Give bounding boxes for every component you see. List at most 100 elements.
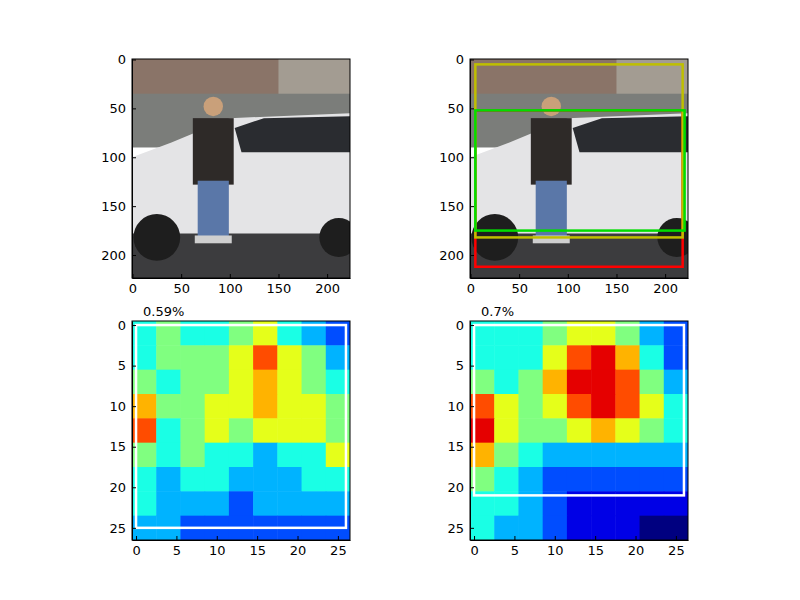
tick: 10 [209, 536, 226, 558]
heatmap-cell [640, 443, 665, 468]
photo-car-window [573, 116, 688, 152]
heatmap-cell [277, 491, 302, 516]
heatmap-cell [591, 394, 616, 419]
heatmap-cell [253, 394, 278, 419]
heatmap-cell [543, 345, 568, 370]
heatmap-cell [205, 491, 230, 516]
axes: 050100150200050100150200 [439, 52, 696, 296]
heatmap-cell [277, 443, 302, 468]
axis-line [133, 278, 351, 279]
axes-frame [132, 321, 350, 540]
heatmap-cell [567, 467, 592, 492]
heatmap-cells [132, 321, 350, 540]
tick-label: 10 [109, 399, 126, 414]
tick-label: 50 [109, 101, 126, 116]
axis-line [133, 540, 351, 541]
tick: 100 [556, 274, 581, 296]
tick-label: 25 [447, 520, 464, 535]
heatmap-cell [253, 418, 278, 443]
tick-mark [132, 255, 136, 256]
axes: 05101520250510152025 [447, 318, 688, 559]
heatmap-cell [567, 516, 592, 540]
tick-label: 100 [218, 281, 243, 296]
tick-label: 25 [668, 543, 685, 558]
heatmap-cell [205, 370, 230, 395]
heatmap-cell [229, 394, 254, 419]
heatmap-cell [180, 370, 205, 395]
tick: 200 [653, 274, 678, 296]
axes: 050100150200050100150200 [101, 52, 358, 296]
heatmap-cell [640, 345, 665, 370]
tick: 100 [101, 150, 136, 165]
axis-line [471, 540, 689, 541]
tick: 200 [315, 274, 340, 296]
heatmap-cell [518, 516, 543, 540]
heatmap-cell [567, 394, 592, 419]
heatmap-cell [494, 467, 519, 492]
heatmap-cell [253, 491, 278, 516]
heatmap-cell [543, 418, 568, 443]
heatmap-cell [205, 394, 230, 419]
photo [132, 59, 350, 278]
tick: 15 [249, 536, 266, 558]
heatmap-cell [156, 443, 181, 468]
axis-line [132, 60, 133, 279]
heatmap-cell [494, 345, 519, 370]
tick-mark [217, 536, 218, 540]
tick: 20 [628, 536, 645, 558]
heatmap-cell [543, 516, 568, 540]
tick-label: 100 [101, 150, 126, 165]
tick: 15 [447, 439, 474, 454]
heatmap-cell [615, 467, 640, 492]
tick-mark [470, 108, 474, 109]
heatmap-cell [518, 418, 543, 443]
tick: 50 [173, 274, 190, 296]
heatmap-cell [253, 467, 278, 492]
photo-wheel [133, 214, 180, 261]
tick-mark [519, 274, 520, 278]
heatmap-cell [640, 370, 665, 395]
tick: 150 [605, 274, 630, 296]
heatmap-cell [253, 370, 278, 395]
tick-label: 200 [315, 281, 340, 296]
heatmap-cell [494, 394, 519, 419]
tick-label: 15 [587, 543, 604, 558]
heatmap-cell [302, 418, 327, 443]
tick-mark [470, 406, 474, 407]
figure: 0501001502000501001502000501001502000501… [0, 0, 800, 600]
axis-line [470, 322, 471, 541]
axes-frame [132, 59, 350, 278]
tick-label: 0 [132, 543, 140, 558]
axes-title: 0.59% [143, 304, 184, 319]
tick-label: 150 [267, 281, 292, 296]
tick-mark [470, 206, 474, 207]
tick: 25 [109, 520, 136, 535]
heatmap-cell [591, 345, 616, 370]
heatmap-cell [205, 443, 230, 468]
tick: 5 [118, 358, 136, 373]
heatmap-cell [591, 418, 616, 443]
y-axis: 050100150200 [439, 52, 474, 278]
plot-area [132, 59, 350, 278]
heatmap-cell [494, 443, 519, 468]
heatmap-cell [277, 345, 302, 370]
tick-label: 5 [118, 358, 126, 373]
heatmap-cell [277, 394, 302, 419]
heatmap-cell [156, 345, 181, 370]
tick: 10 [109, 399, 136, 414]
y-axis: 050100150200 [101, 52, 136, 278]
heatmap-cell [277, 370, 302, 395]
tick-label: 50 [173, 281, 190, 296]
heatmap-cell [302, 443, 327, 468]
heatmap-cell [229, 370, 254, 395]
axes-frame [470, 321, 688, 540]
tick-label: 200 [653, 281, 678, 296]
bounding-box [475, 64, 682, 237]
tick: 0 [132, 536, 140, 558]
tick-mark [555, 536, 556, 540]
heatmap-cell [543, 370, 568, 395]
heatmap-cell [615, 443, 640, 468]
tick-label: 0 [467, 281, 475, 296]
heatmap-cell [615, 370, 640, 395]
heatmap-cell [180, 491, 205, 516]
